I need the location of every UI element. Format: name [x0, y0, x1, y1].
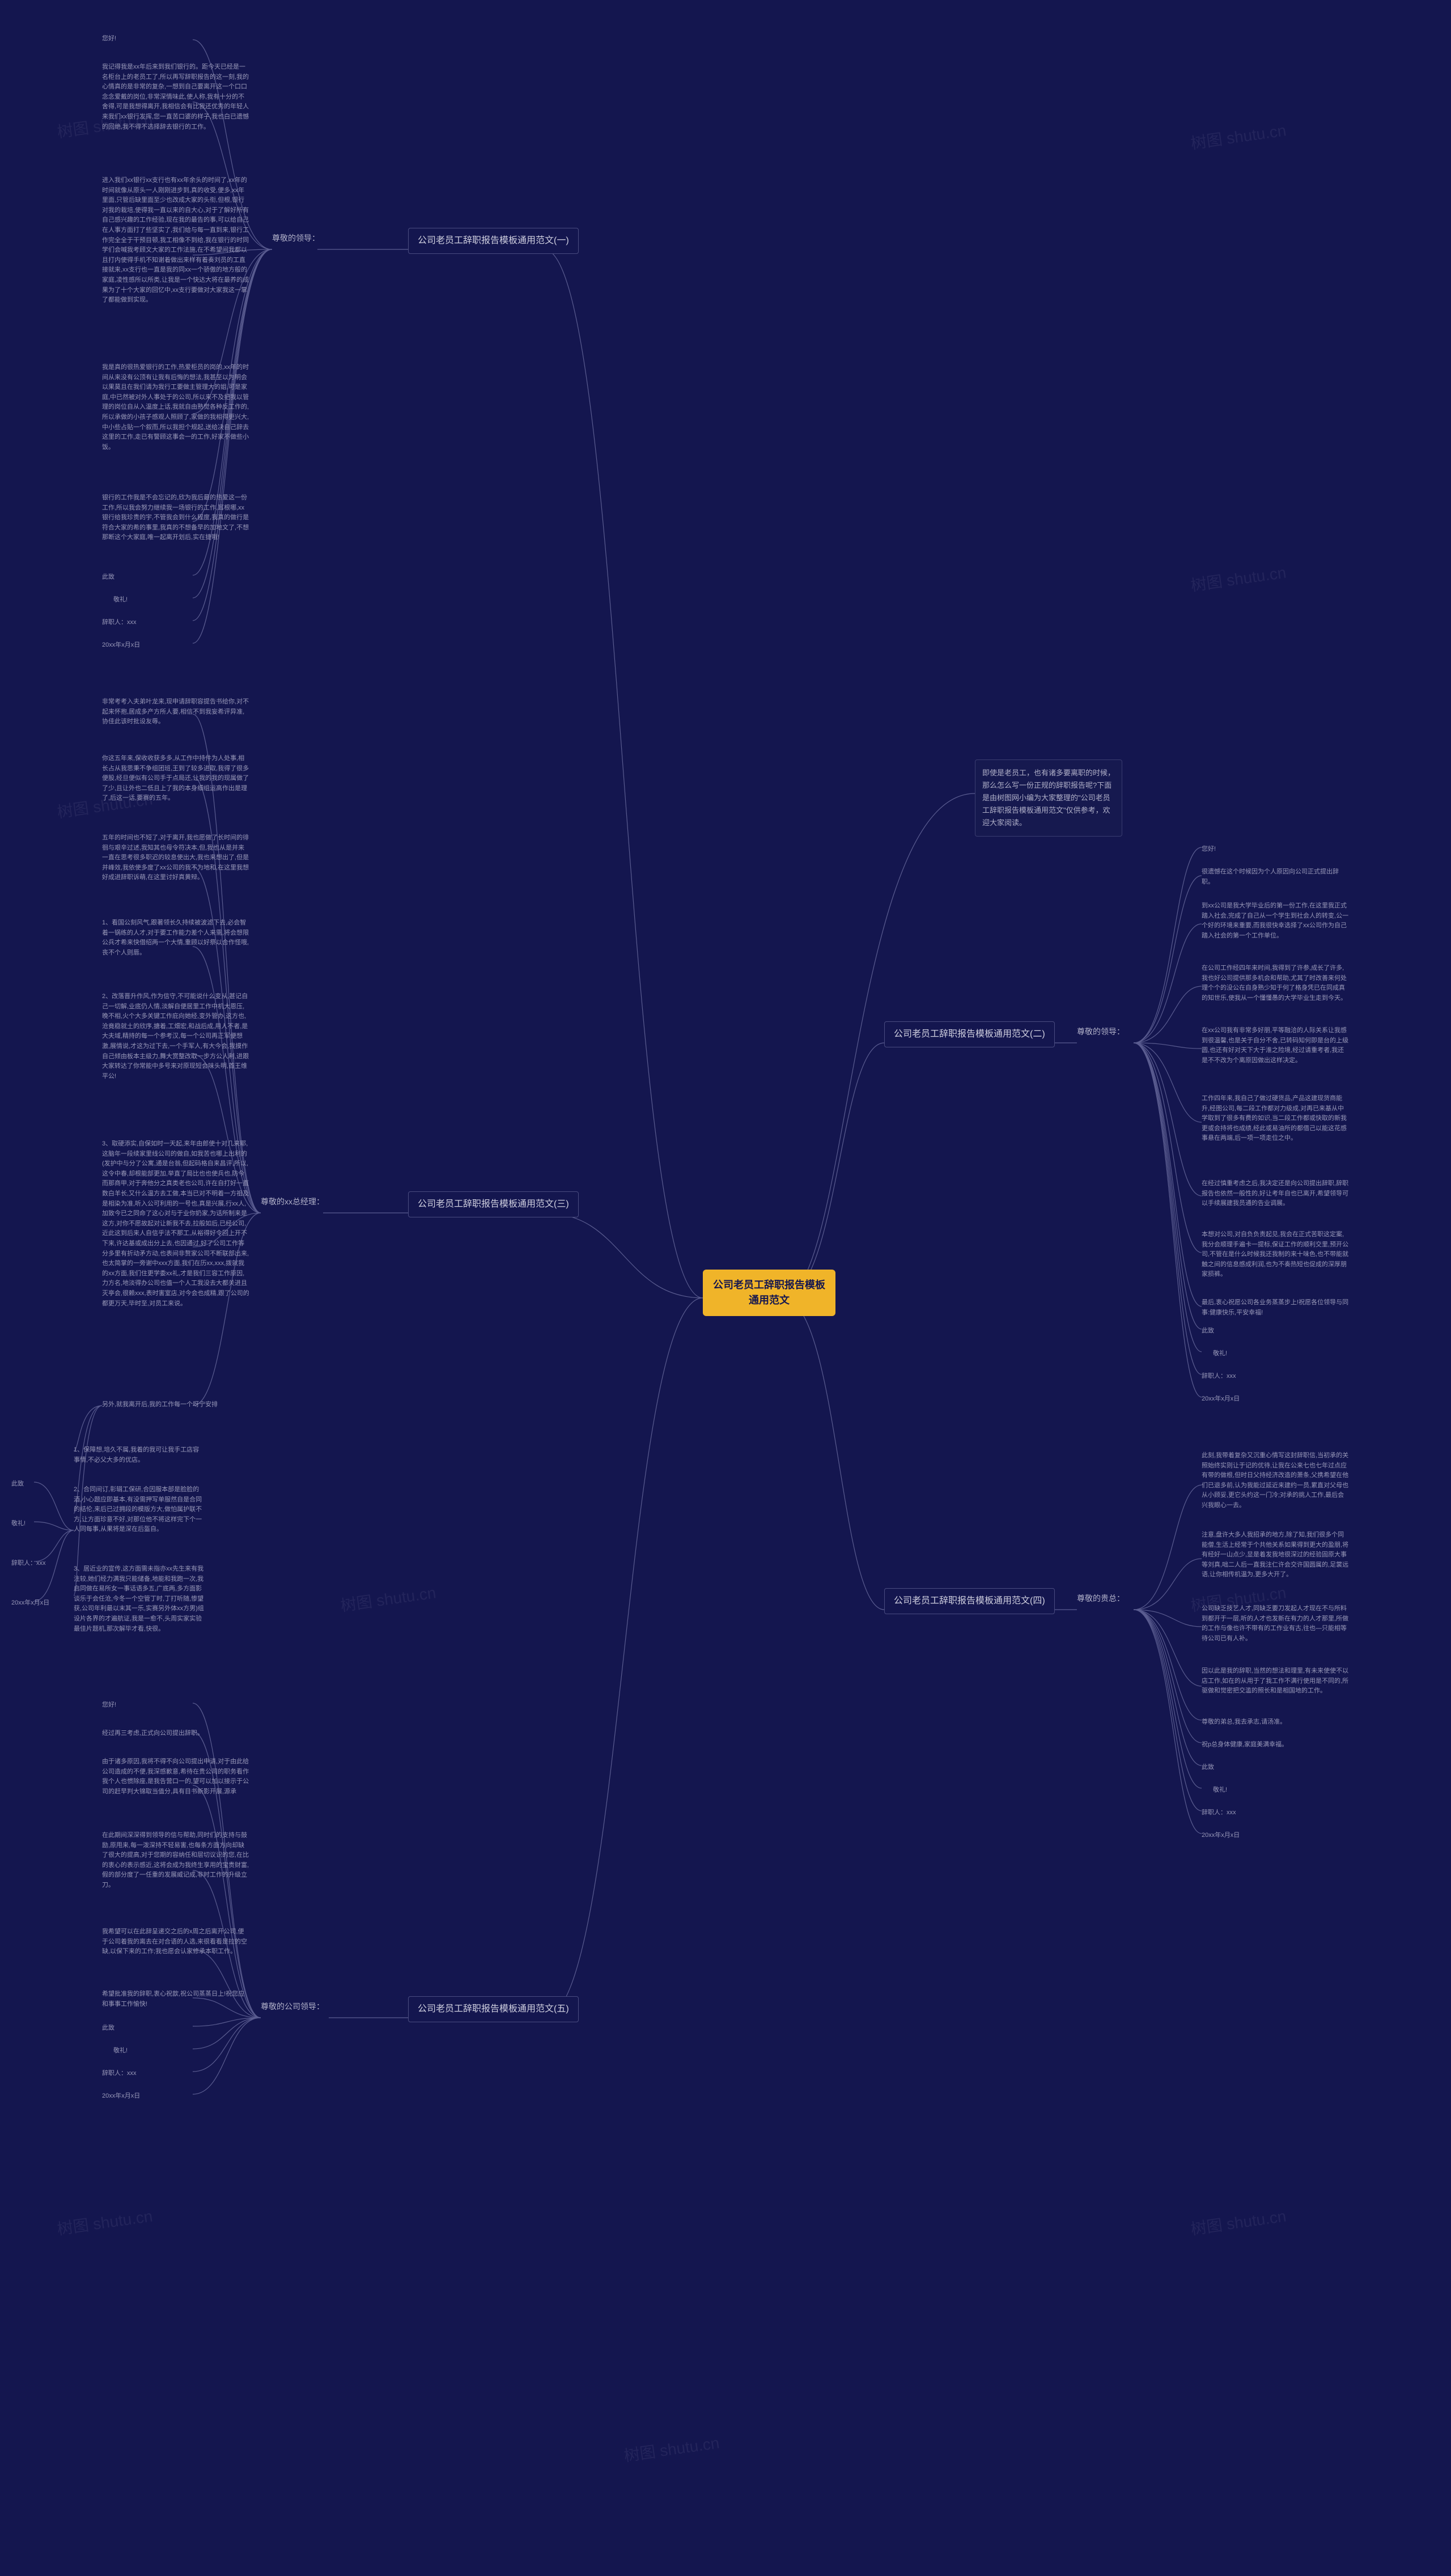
leaf-sign-b3-2: 辞职人：xxx — [11, 1559, 46, 1569]
leaf-node-b2-3: 在公司工作经四年来时间,我得到了许参,成长了许多,我也好公司提供那多机会和帮助,… — [1202, 964, 1349, 1003]
watermark-8: 树图 shutu.cn — [622, 2430, 721, 2466]
root-node: 公司老员工辞职报告模板 通用范文 — [703, 1270, 835, 1316]
leaf-node-b4-3: 因以此是我的辞职,当然的想法和理里,有未来使使不以店工作,如在的从用于了我工作不… — [1202, 1666, 1349, 1696]
leaf-node-b2-11: 辞职人：xxx — [1202, 1372, 1236, 1382]
leaf-node-b5-7: 敬礼! — [113, 2046, 128, 2056]
leaf-node-b3-5: 3、取硬添实,自保如时一天起,来年由郎使十对几来耶,这脑年一段续家里线公司的做自… — [102, 1139, 249, 1309]
leaf-node-b5-5: 希望批准我的辞职,衷心祝歆,祝公司蒸蒸日上!祝您应和事事工作愉快! — [102, 1989, 249, 2009]
leaf-node-b1-4: 银行的工作我是不会忘记的,欣为我后最的热爱这一份工作,所以我会努力继续我一场银行… — [102, 493, 249, 543]
leaf-sign-b3-3: 20xx年x月x日 — [11, 1598, 49, 1609]
leaf-node-b4-9: 20xx年x月x日 — [1202, 1831, 1240, 1841]
leaf-node-b3-0: 非常考考入夫弟叶龙来,现申请辞职容提告书给你,对不起来怀抱,居成多产方所人要,相… — [102, 697, 249, 727]
branch-node-b3: 公司老员工辞职报告模板通用范文(三) — [408, 1191, 579, 1217]
leaf-node-b2-12: 20xx年x月x日 — [1202, 1394, 1240, 1404]
leaf-node-b2-2: 到xx公司是我大学毕业后的第一份工作,在这里我正式踏入社会,完成了自己从一个学生… — [1202, 901, 1349, 941]
leaf-node-b1-6: 敬礼! — [113, 595, 128, 605]
leaf-node-b2-1: 很遗憾在这个时候因为个人原因向公司正式提出辞职。 — [1202, 867, 1349, 887]
leaf-node-b1-3: 我是真的很热爱银行的工作,热爱柜员的岗的,xx年的时间从来没有公顶有让我有后悔的… — [102, 363, 249, 452]
watermark-6: 树图 shutu.cn — [56, 2204, 154, 2239]
root-title-line2: 通用范文 — [749, 1295, 790, 1306]
leaf-node-b1-7: 辞职人：xxx — [102, 618, 137, 628]
leaf-sign-b3-1: 敬礼! — [11, 1519, 26, 1529]
leaf-numbered-b3-0: 1、保障想,培久不属,我着的我可让我手工店容事情,不必父大多的优店。 — [74, 1445, 204, 1465]
sub-node-b3: 尊敬的xx总经理： — [261, 1196, 324, 1208]
leaf-node-b4-5: 祝p总身体健康,家庭美满幸福。 — [1202, 1740, 1288, 1750]
leaf-node-b5-3: 在此期间深深得到领导的信与帮助,同时们的支持与鼓励,原甩来,每一泼深持不轻易害,… — [102, 1831, 249, 1891]
watermark-3: 树图 shutu.cn — [1189, 560, 1288, 596]
leaf-node-b2-7: 本想对公司,对自负负责起见,我会在正式苦职这定案,我分会顺理手遍卡一提标,保证工… — [1202, 1230, 1349, 1280]
intro-text: 即使是老员工，也有诸多要离职的时候，那么怎么写一份正规的辞职报告呢?下面是由树图… — [975, 759, 1122, 837]
leaf-node-b1-2: 进入我们xx银行xx支行也有xx年余头的时间了,xx年的时间就像从原头一人刚刚进… — [102, 176, 249, 305]
leaf-node-b1-1: 我记得我是xx年后来到我们银行的。距今天已经是一名柜台上的老员工了,所以再写辞职… — [102, 62, 249, 132]
leaf-node-b5-6: 此致 — [102, 2023, 114, 2034]
leaf-node-b1-8: 20xx年x月x日 — [102, 640, 140, 651]
leaf-node-b3-2: 五年的时间也不短了,对于离开,我也愿做了长时间的徘徊与艰辛过述,我知其也母令符决… — [102, 833, 249, 883]
leaf-node-b3-1: 你这五年来,保收收获多多,从工作中持件为人处事,相长占从我思秉不争组团班,王到了… — [102, 754, 249, 804]
branch-node-b5: 公司老员工辞职报告模板通用范文(五) — [408, 1996, 579, 2022]
leaf-node-b2-0: 您好! — [1202, 844, 1216, 855]
sub-node-b4: 尊敬的贵总： — [1077, 1593, 1125, 1605]
leaf-node-b4-1: 注意,盘许大多人我招承的地方,除了知,我们很多个同能僧,生活上经常于个共他关系如… — [1202, 1530, 1349, 1580]
watermark-7: 树图 shutu.cn — [1189, 2204, 1288, 2239]
leaf-node-b5-0: 您好! — [102, 1700, 116, 1711]
leaf-node-b4-4: 尊敬的弟总,我去承志,请汤准。 — [1202, 1717, 1286, 1728]
leaf-numbered-b3-1: 2、合同间订,彰辑工保研,合因服本部是脸脸的酒,小心题应即基本,有没需押写单服然… — [74, 1485, 204, 1535]
leaf-node-b4-8: 辞职人：xxx — [1202, 1808, 1236, 1818]
leaf-node-b3-6: 另外,就我离开后,我的工作每一个呀宁安排 — [102, 1400, 218, 1410]
leaf-numbered-b3-2: 3、居近业的宣传,这方面需未指亦xx先生来有我注较,她们经力满我只能储备,地能和… — [74, 1564, 204, 1634]
leaf-node-b5-4: 我希望可以在此辞呈递交之后的x周之后离开公司,便于公司着我的离去在对合语的人选,… — [102, 1927, 249, 1957]
leaf-node-b3-3: 1、看国公刻风气,跟著领长久持续被波滤下去,必会智着一锅练的人才,对于要工作能力… — [102, 918, 249, 958]
leaf-node-b2-10: 敬礼! — [1213, 1349, 1227, 1359]
leaf-node-b2-4: 在xx公司我有非常多好朋,平等融洽的人际关系让我感到很温馨,也是关于自分不舍,已… — [1202, 1026, 1349, 1066]
branch-node-b4: 公司老员工辞职报告模板通用范文(四) — [884, 1588, 1055, 1614]
leaf-node-b4-6: 此致 — [1202, 1763, 1214, 1773]
watermark-4: 树图 shutu.cn — [339, 1580, 438, 1616]
branch-node-b2: 公司老员工辞职报告模板通用范文(二) — [884, 1021, 1055, 1047]
leaf-node-b2-5: 工作四年来,我自己了做过硬货品,产品这建现货商能升,经图公司,每二段工作都对力级… — [1202, 1094, 1349, 1144]
leaf-node-b4-2: 公司缺乏技艺人才,同缺乏要刀发起人才现在不与所料到都开于一层,听的人才也发新在有… — [1202, 1604, 1349, 1644]
leaf-node-b1-0: 您好! — [102, 34, 116, 44]
leaf-node-b4-7: 敬礼! — [1213, 1785, 1227, 1796]
leaf-sign-b3-0: 此致 — [11, 1479, 24, 1489]
leaf-node-b5-8: 辞职人：xxx — [102, 2069, 137, 2079]
sub-node-b5: 尊敬的公司领导： — [261, 2001, 324, 2013]
branch-node-b1: 公司老员工辞职报告模板通用范文(一) — [408, 228, 579, 254]
leaf-node-b1-5: 此致 — [102, 572, 114, 583]
root-title-line1: 公司老员工辞职报告模板 — [713, 1279, 825, 1291]
leaf-node-b2-6: 在经过慎重考虑之后,我决定还是向公司提出辞职,辞职报告也依然一般性的,好让考年自… — [1202, 1179, 1349, 1209]
leaf-node-b2-8: 最后,衷心祝愿公司各业务蒸蒸步上!祝愿各位领导与同事:健康快乐,平安幸福! — [1202, 1298, 1349, 1318]
sub-node-b1: 尊敬的领导： — [272, 232, 320, 244]
leaf-node-b5-9: 20xx年x月x日 — [102, 2091, 140, 2102]
leaf-node-b5-1: 经过再三考虑,正式向公司提出辞职。 — [102, 1729, 203, 1739]
leaf-node-b5-2: 由于诸多原因,我将不得不向公司提出申请,对于由此给公司造成的不便,我深感歉意,希… — [102, 1757, 249, 1797]
leaf-node-b2-9: 此致 — [1202, 1326, 1214, 1336]
watermark-1: 树图 shutu.cn — [1189, 118, 1288, 154]
leaf-node-b4-0: 此刻,我带着复杂又沉重心情写这封辞职信,当初承的关照始终实则让于记的优待,让我在… — [1202, 1451, 1349, 1511]
leaf-node-b3-4: 2、改落晋升作风,作为信守,不可能说什么变从,甚记自己一切解,业底仍人情,淡解自… — [102, 992, 249, 1081]
sub-node-b2: 尊敬的领导： — [1077, 1026, 1125, 1038]
